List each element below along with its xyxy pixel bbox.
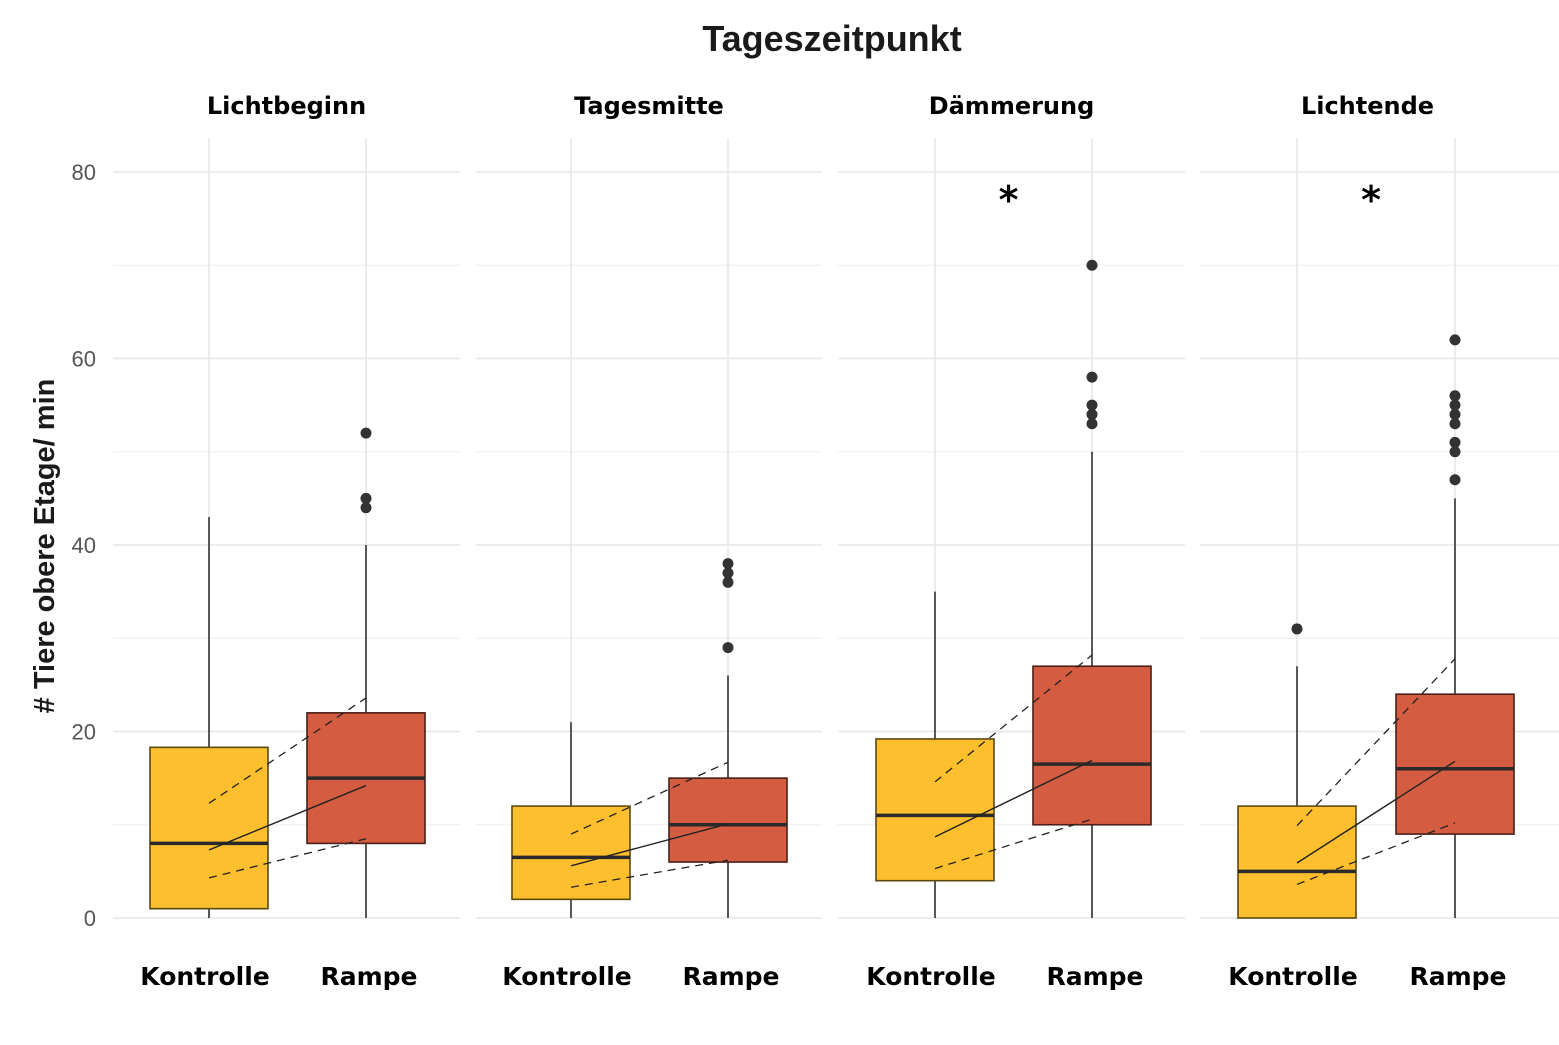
facet-label: Dämmerung [929,92,1095,120]
outlier-point [722,642,734,654]
outlier-point [1449,474,1461,486]
facet-label: Lichtende [1301,92,1434,120]
mean-trend-line [208,784,367,851]
y-tick-label-0: 0 [84,906,96,931]
y-tick-label-60: 60 [72,347,96,372]
x-tick-label-kontrolle: Kontrolle [1228,962,1357,991]
facet-panels: Lichtbeginn Kontrolle Rampe Tagesmitte Kontr… [113,92,1559,991]
box-kontrolle [875,738,995,882]
y-axis-label: # Tiere obere Etage/ min [29,379,61,714]
y-tick-labels: 0 20 40 60 80 [72,160,96,931]
ci-upper-line [570,761,729,835]
y-tick-label-20: 20 [72,720,96,745]
mean-trend-line [570,823,729,867]
significance-marker: * [999,178,1019,222]
outlier-point [1449,334,1461,346]
outlier-point [360,492,372,504]
x-tick-label-rampe: Rampe [1409,962,1506,991]
box-rampe [668,777,788,863]
x-tick-label-kontrolle: Kontrolle [140,962,269,991]
outlier-point [1086,408,1098,420]
outlier-point [1449,399,1461,411]
outlier-point [1086,399,1098,411]
facet-panel-dämmerung: Dämmerung Kontrolle Rampe * [838,92,1185,991]
outlier-point [722,558,734,570]
box-kontrolle [149,746,269,910]
outlier-point [1449,408,1461,420]
y-tick-label-80: 80 [72,160,96,185]
outlier-point [1449,436,1461,448]
outlier-point [1086,259,1098,271]
box-rampe [1395,693,1515,835]
x-tick-label-kontrolle: Kontrolle [502,962,631,991]
outlier-point [1086,371,1098,383]
outlier-point [1086,418,1098,430]
outlier-point [722,567,734,579]
ci-upper-line [934,654,1093,783]
mean-trend-line [934,759,1093,838]
box-kontrolle [511,805,631,901]
ci-upper-line [208,697,367,804]
x-tick-label-rampe: Rampe [682,962,779,991]
facet-panel-lichtbeginn: Lichtbeginn Kontrolle Rampe [113,92,460,991]
ci-lower-line [1296,822,1456,886]
facet-panel-lichtende: Lichtende Kontrolle Rampe * [1200,92,1559,991]
ci-lower-line [570,859,729,888]
facet-label: Lichtbeginn [207,92,366,120]
box-rampe [1032,665,1152,826]
x-tick-label-rampe: Rampe [320,962,417,991]
facet-label: Tagesmitte [574,92,724,120]
x-tick-label-kontrolle: Kontrolle [866,962,995,991]
outlier-point [1449,446,1461,458]
outlier-point [1291,623,1303,635]
facet-panel-tagesmitte: Tagesmitte Kontrolle Rampe [476,92,822,991]
box-kontrolle [1237,805,1357,919]
outlier-point [1449,390,1461,402]
outlier-point [360,502,372,514]
outlier-point [1449,418,1461,430]
chart-title: Tageszeitpunkt [702,18,961,59]
outlier-point [722,576,734,588]
x-tick-label-rampe: Rampe [1046,962,1143,991]
y-tick-label-40: 40 [72,533,96,558]
mean-trend-line [1296,760,1456,864]
ci-upper-line [1296,658,1456,827]
outlier-point [360,427,372,439]
significance-marker: * [1361,178,1381,222]
